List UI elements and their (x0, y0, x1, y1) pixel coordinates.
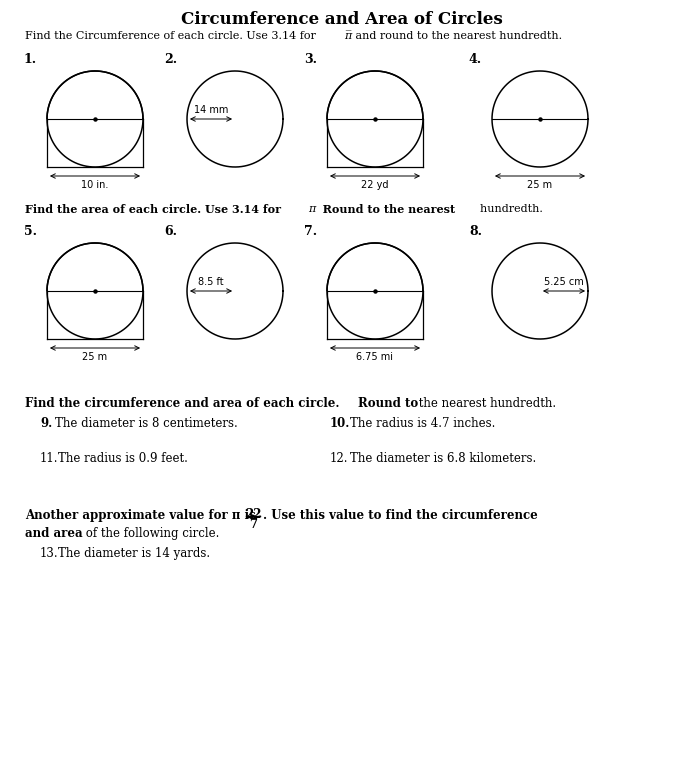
Text: π: π (308, 204, 315, 214)
Text: 25 m: 25 m (527, 180, 553, 190)
Text: 4.: 4. (469, 53, 482, 66)
Text: 7.: 7. (304, 225, 317, 238)
Text: 8.: 8. (469, 225, 482, 238)
Text: The radius is 0.9 feet.: The radius is 0.9 feet. (58, 452, 188, 465)
Text: 11.: 11. (40, 452, 59, 465)
Text: of the following circle.: of the following circle. (82, 527, 220, 540)
Text: Circumference and Area of Circles: Circumference and Area of Circles (181, 11, 503, 28)
Text: 12.: 12. (330, 452, 349, 465)
Text: 1.: 1. (24, 53, 37, 66)
Text: Find the circumference and area of each circle.: Find the circumference and area of each … (25, 397, 343, 410)
Text: 10 in.: 10 in. (81, 180, 109, 190)
Text: 22 yd: 22 yd (361, 180, 389, 190)
Text: the nearest hundredth.: the nearest hundredth. (415, 397, 556, 410)
Text: π̅: π̅ (344, 31, 352, 41)
Text: Another approximate value for π is: Another approximate value for π is (25, 509, 256, 522)
Polygon shape (325, 291, 425, 342)
Text: Round to the nearest: Round to the nearest (315, 204, 455, 215)
Text: 3.: 3. (304, 53, 317, 66)
Text: 2.: 2. (164, 53, 177, 66)
Text: and round to the nearest hundredth.: and round to the nearest hundredth. (352, 31, 562, 41)
Text: 22: 22 (245, 508, 261, 521)
Text: The radius is 4.7 inches.: The radius is 4.7 inches. (350, 417, 495, 430)
Text: 6.75 mi: 6.75 mi (356, 352, 393, 362)
Text: 8.5 ft: 8.5 ft (198, 277, 224, 287)
Text: Find the Circumference of each circle. Use 3.14 for: Find the Circumference of each circle. U… (25, 31, 319, 41)
Text: The diameter is 14 yards.: The diameter is 14 yards. (58, 547, 210, 560)
Polygon shape (45, 291, 145, 342)
Text: 5.: 5. (24, 225, 37, 238)
Text: . Use this value to find the circumference: . Use this value to find the circumferen… (263, 509, 538, 522)
Text: 6.: 6. (164, 225, 177, 238)
Text: 14 mm: 14 mm (194, 105, 228, 115)
Text: and area: and area (25, 527, 83, 540)
Polygon shape (325, 118, 425, 170)
Text: Find the area of each circle. Use 3.14 for: Find the area of each circle. Use 3.14 f… (25, 204, 285, 215)
Text: hundredth.: hundredth. (473, 204, 543, 214)
Text: 5.25 cm: 5.25 cm (544, 277, 584, 287)
Text: 7: 7 (249, 518, 257, 531)
Text: The diameter is 6.8 kilometers.: The diameter is 6.8 kilometers. (350, 452, 536, 465)
Text: 10.: 10. (330, 417, 350, 430)
Text: The diameter is 8 centimeters.: The diameter is 8 centimeters. (55, 417, 238, 430)
Text: 13.: 13. (40, 547, 59, 560)
Text: 25 m: 25 m (83, 352, 107, 362)
Text: Round to: Round to (358, 397, 418, 410)
Text: 9.: 9. (40, 417, 52, 430)
Polygon shape (45, 118, 145, 170)
